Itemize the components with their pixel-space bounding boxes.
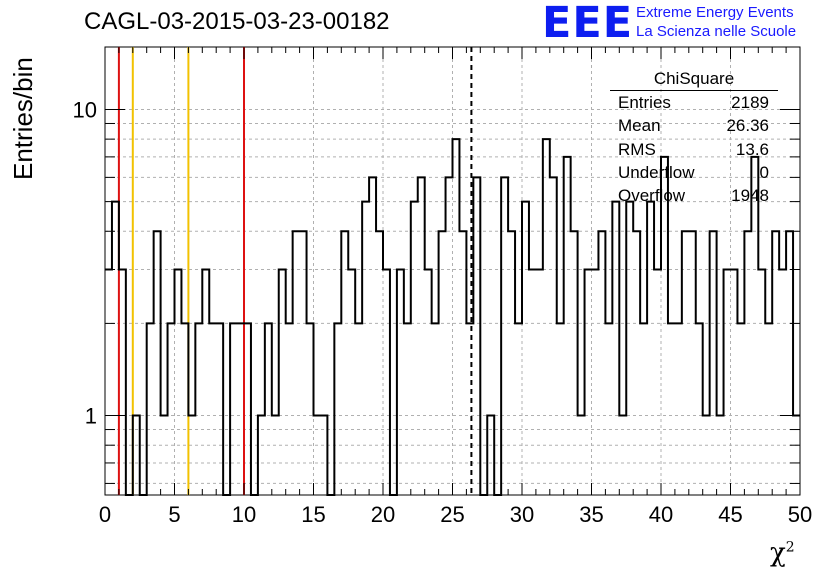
stats-row-entries: Entries 2189 (610, 91, 778, 114)
x-tick-label: 0 (99, 502, 111, 527)
x-tick-label: 30 (510, 502, 534, 527)
stats-value: 0 (759, 162, 769, 182)
stats-label: Entries (618, 93, 671, 112)
stats-value: 2189 (731, 93, 769, 112)
x-tick-label: 50 (788, 502, 812, 527)
stats-box: ChiSquare Entries 2189 Mean 26.36 RMS 13.6 … (610, 68, 778, 207)
x-tick-label: 45 (718, 502, 742, 527)
stats-value: 1948 (731, 186, 769, 206)
logo-caption: Extreme Energy Events La Scienza nelle S… (636, 3, 796, 41)
x-tick-label: 5 (168, 502, 180, 527)
x-tick-label: 10 (232, 502, 256, 527)
logo-caption-line1: Extreme Energy Events (636, 4, 794, 21)
stats-label: Mean (618, 116, 661, 136)
stats-row-underflow: Underflow 0 (610, 161, 778, 184)
axes: 0 5 10 15 20 25 30 35 40 45 50 1 10 (73, 47, 812, 527)
stats-row-mean: Mean 26.36 (610, 114, 778, 137)
x-tick-label: 15 (301, 502, 325, 527)
stats-label: Underflow (618, 162, 695, 182)
stats-row-overflow: Overflow 1948 (610, 184, 778, 207)
y-tick-label: 1 (85, 404, 97, 429)
x-tick-label: 35 (579, 502, 603, 527)
stats-value: 26.36 (726, 116, 769, 136)
stats-title: ChiSquare (610, 68, 778, 91)
x-tick-label: 40 (649, 502, 673, 527)
x-tick-label: 20 (371, 502, 395, 527)
stats-label: Overflow (618, 186, 686, 206)
chart-title: CAGL-03-2015-03-23-00182 (84, 8, 390, 35)
eee-logo: EEE (542, 0, 634, 48)
stats-row-rms: RMS 13.6 (610, 138, 778, 161)
stats-label: RMS (618, 139, 656, 159)
logo-caption-line2: La Scienza nelle Scuole (636, 23, 797, 40)
y-axis-label: Entries/bin (8, 57, 38, 180)
y-tick-label: 10 (73, 97, 97, 122)
grid (105, 47, 800, 495)
marker-lines (117, 47, 473, 495)
x-axis-label: χ2 (770, 538, 795, 568)
x-tick-label: 25 (440, 502, 464, 527)
stats-value: 13.6 (735, 139, 769, 159)
histogram-series (105, 138, 800, 496)
